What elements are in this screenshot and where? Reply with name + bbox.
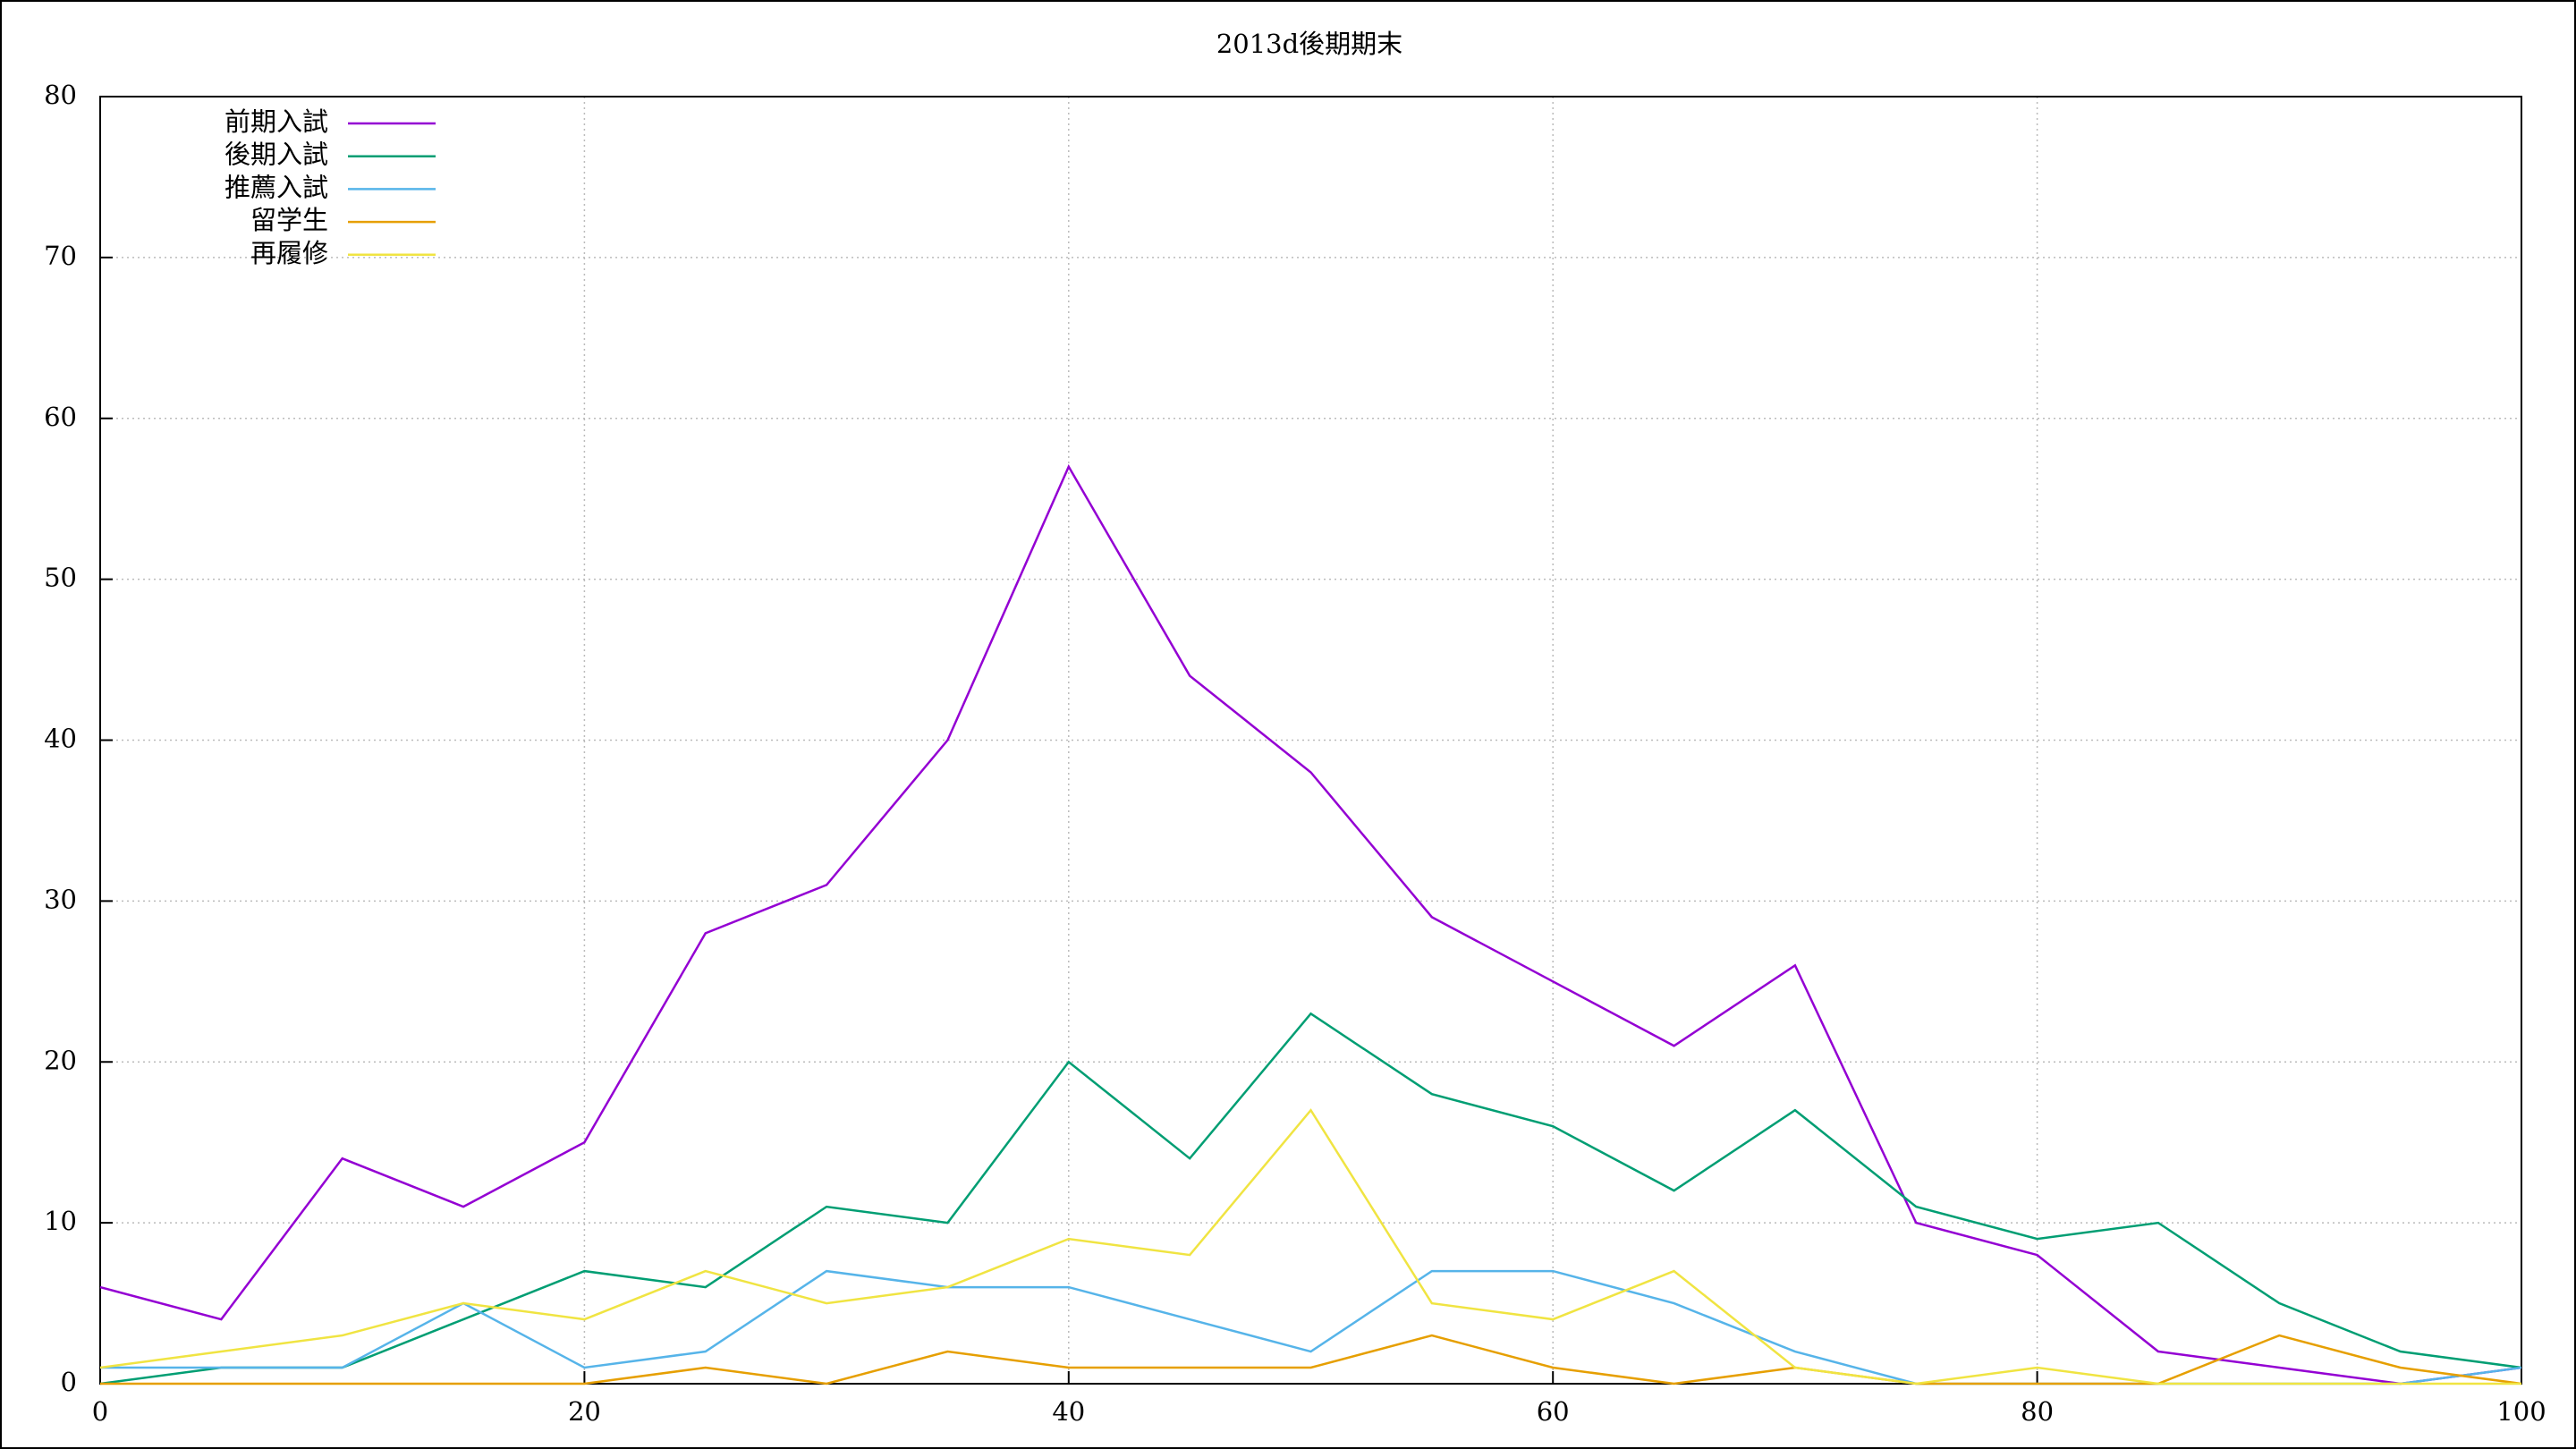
- series-line: [99, 1012, 2522, 1385]
- x-tick-label: 60: [1537, 1396, 1570, 1427]
- series-line: [99, 1108, 2521, 1385]
- legend-label: 留学生: [250, 205, 328, 235]
- x-tick-label: 100: [2496, 1396, 2546, 1427]
- legend-label: 前期入試: [225, 106, 328, 137]
- x-tick-label: 40: [1052, 1396, 1085, 1427]
- x-tick-label: 20: [568, 1396, 601, 1427]
- chart-title: 2013d後期期末: [1216, 29, 1402, 59]
- legend-label: 再履修: [250, 238, 328, 268]
- y-tick-label: 60: [44, 402, 77, 432]
- legend-label: 後期入試: [225, 140, 328, 170]
- y-tick-label: 50: [44, 563, 77, 593]
- x-tick-label: 0: [92, 1396, 108, 1427]
- legend-label: 推薦入試: [225, 172, 328, 202]
- series-line: [100, 1334, 2522, 1385]
- y-tick-label: 30: [44, 884, 77, 914]
- y-tick-label: 70: [44, 241, 77, 271]
- x-tick-label: 80: [2021, 1396, 2054, 1427]
- series-line: [99, 463, 2522, 1385]
- y-tick-label: 10: [44, 1206, 77, 1236]
- plot-border: [99, 96, 2522, 1385]
- y-tick-label: 40: [44, 724, 77, 754]
- y-tick-label: 0: [61, 1367, 77, 1397]
- y-tick-label: 20: [44, 1045, 77, 1075]
- y-tick-label: 80: [44, 80, 77, 110]
